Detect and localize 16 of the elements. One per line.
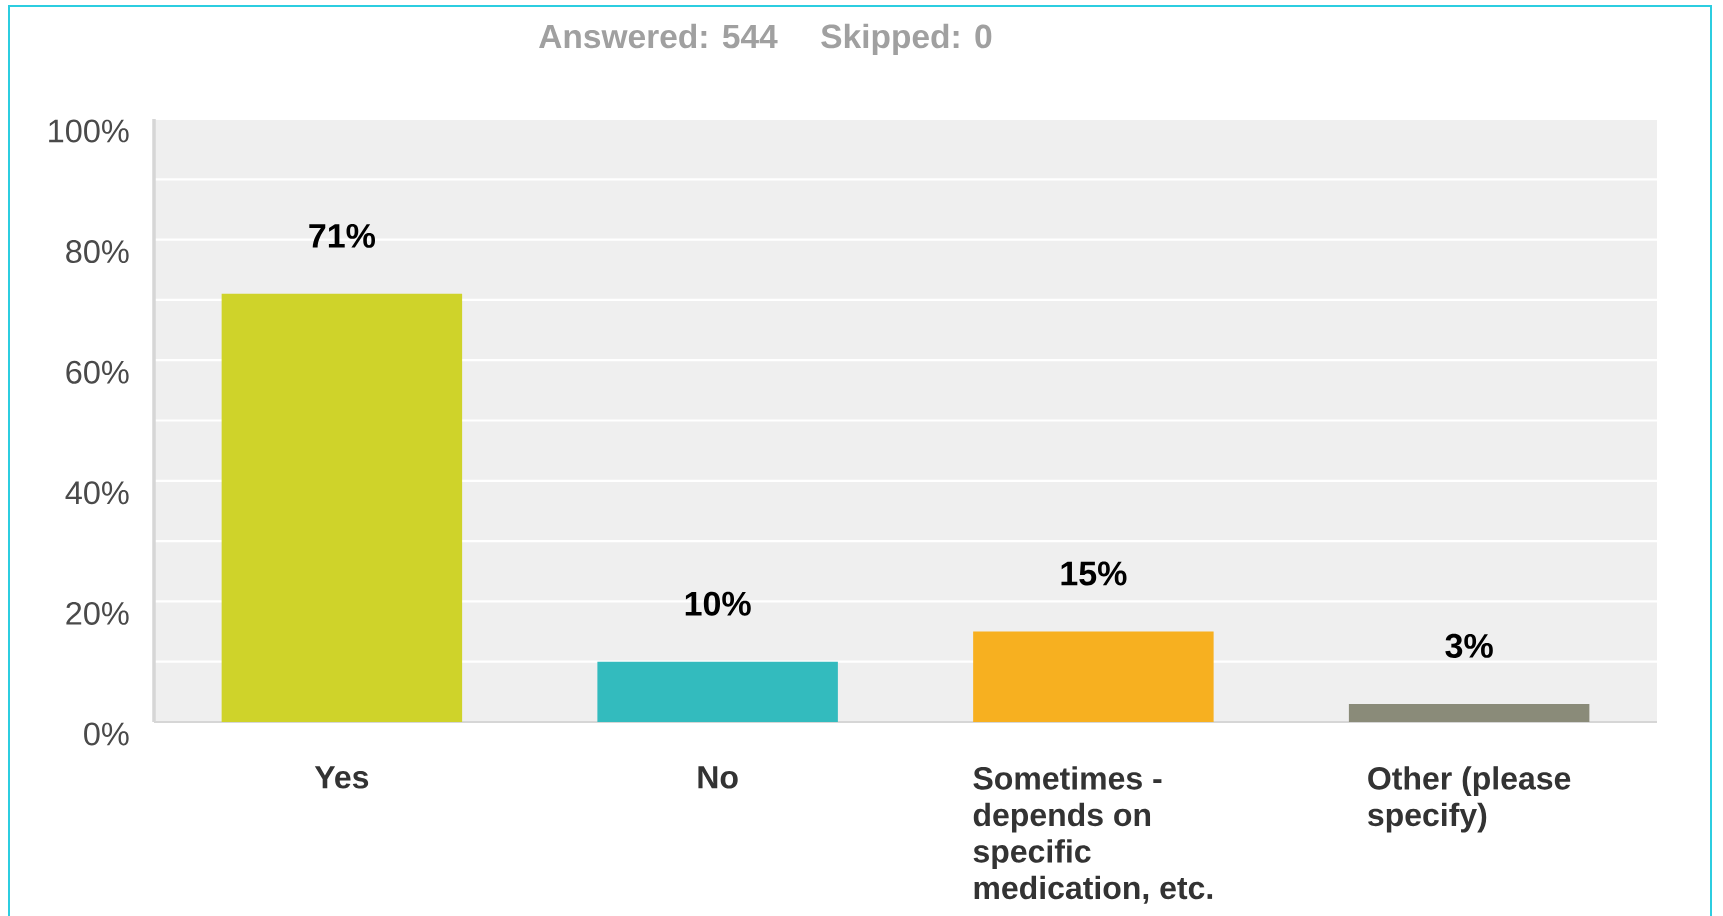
y-tick-label: 60% [66,360,129,384]
y-tick-label: 0% [84,722,129,746]
y-tick-label: 100% [49,119,129,143]
chart-subtitle: Answered: 544 [539,23,778,49]
data-label: 15% [1061,561,1127,586]
y-tick-label: 40% [65,481,129,505]
text: Skipped: 0 [821,23,992,55]
x-tick-label: Sometimes - depends on specific medication, etc. [973,766,1213,904]
data-label: 3% [1445,633,1493,658]
data-label: 71% [309,223,376,248]
y-tick-label: 20% [66,601,129,625]
x-tick-label: No [698,766,738,789]
x-tick-label: Yes [314,766,369,789]
data-label: 10% [685,591,751,616]
x-tick-label: Other (please specify) [1368,766,1571,833]
y-tick-label: 80% [66,240,129,264]
